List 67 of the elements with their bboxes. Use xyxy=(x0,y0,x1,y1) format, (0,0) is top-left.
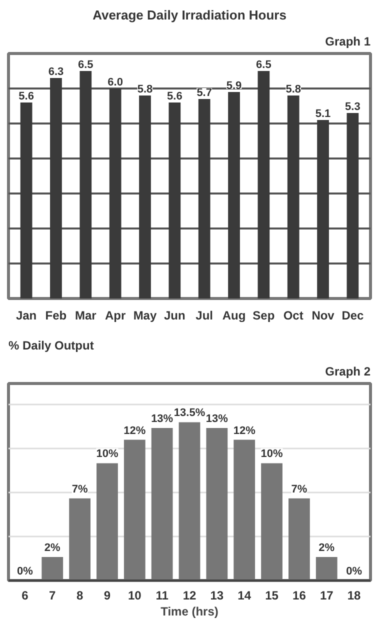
bar xyxy=(109,88,122,298)
data-label: 12% xyxy=(124,424,146,437)
chart-title: Average Daily Irradiation Hours xyxy=(92,8,286,22)
bar xyxy=(317,120,329,298)
data-label: 5.8 xyxy=(137,84,153,96)
x-tick-label: Jan xyxy=(16,308,37,322)
data-label: 6.0 xyxy=(108,76,123,88)
bar xyxy=(287,96,300,298)
x-tick-label: Sep xyxy=(252,308,275,322)
x-axis-title: Time (hrs) xyxy=(160,604,218,618)
bar xyxy=(198,99,210,298)
bar xyxy=(139,96,151,298)
x-tick-label: 14 xyxy=(238,588,252,602)
x-tick-label: 17 xyxy=(320,588,334,602)
caption: Graph 2 xyxy=(325,364,371,378)
x-tick-label: Jun xyxy=(164,308,186,322)
bar xyxy=(228,92,240,298)
data-label: 2% xyxy=(44,542,61,554)
data-label: 13% xyxy=(151,413,174,426)
bar xyxy=(258,71,270,298)
data-label: 0% xyxy=(17,566,34,578)
data-label: 13.5% xyxy=(174,407,206,420)
data-label: 6.3 xyxy=(48,66,64,78)
x-tick-label: Jul xyxy=(196,308,214,322)
x-tick-label: 12 xyxy=(182,588,196,602)
x-tick-label: Dec xyxy=(342,308,364,322)
data-label: 6.5 xyxy=(256,59,272,71)
data-label: 7% xyxy=(72,483,88,496)
x-tick-label: Feb xyxy=(45,308,67,322)
x-tick-label: 8 xyxy=(76,588,84,602)
data-label: 5.6 xyxy=(167,90,182,102)
x-tick-label: Apr xyxy=(104,308,126,322)
data-label: 5.8 xyxy=(286,84,302,96)
x-tick-label: 10 xyxy=(128,588,142,602)
data-label: 6.5 xyxy=(78,59,94,71)
x-tick-label: 16 xyxy=(292,588,306,602)
bar xyxy=(80,71,92,298)
bar xyxy=(168,102,181,298)
x-tick-label: 6 xyxy=(22,588,29,602)
x-tick-label: Oct xyxy=(283,308,304,322)
bar xyxy=(346,113,359,298)
x-tick-label: 18 xyxy=(347,588,362,602)
x-tick-label: 9 xyxy=(104,588,111,602)
x-tick-label: 11 xyxy=(156,588,169,602)
x-tick-label: Aug xyxy=(222,308,246,322)
bar xyxy=(50,78,62,298)
x-tick-label: Mar xyxy=(74,308,97,322)
data-label: 10% xyxy=(260,448,283,460)
data-label: 5.7 xyxy=(196,87,212,99)
x-tick-label: 15 xyxy=(265,588,279,602)
data-label: 13% xyxy=(206,413,228,426)
data-label: 7% xyxy=(291,483,308,496)
data-label: 5.6 xyxy=(18,90,34,102)
data-label: 12% xyxy=(233,424,256,437)
x-tick-label: Nov xyxy=(312,308,335,322)
data-label: 5.1 xyxy=(315,108,331,120)
data-label: 5.9 xyxy=(226,80,242,92)
data-label: 2% xyxy=(318,542,335,554)
bar xyxy=(20,102,32,298)
data-label: 0% xyxy=(346,566,362,578)
x-tick-label: 13 xyxy=(210,588,224,602)
x-tick-label: May xyxy=(133,308,157,322)
data-label: 10% xyxy=(96,448,118,460)
x-tick-label: 7 xyxy=(49,588,56,602)
chart-title: % Daily Output xyxy=(8,338,94,352)
data-label: 5.3 xyxy=(345,101,360,113)
caption: Graph 1 xyxy=(325,34,371,48)
